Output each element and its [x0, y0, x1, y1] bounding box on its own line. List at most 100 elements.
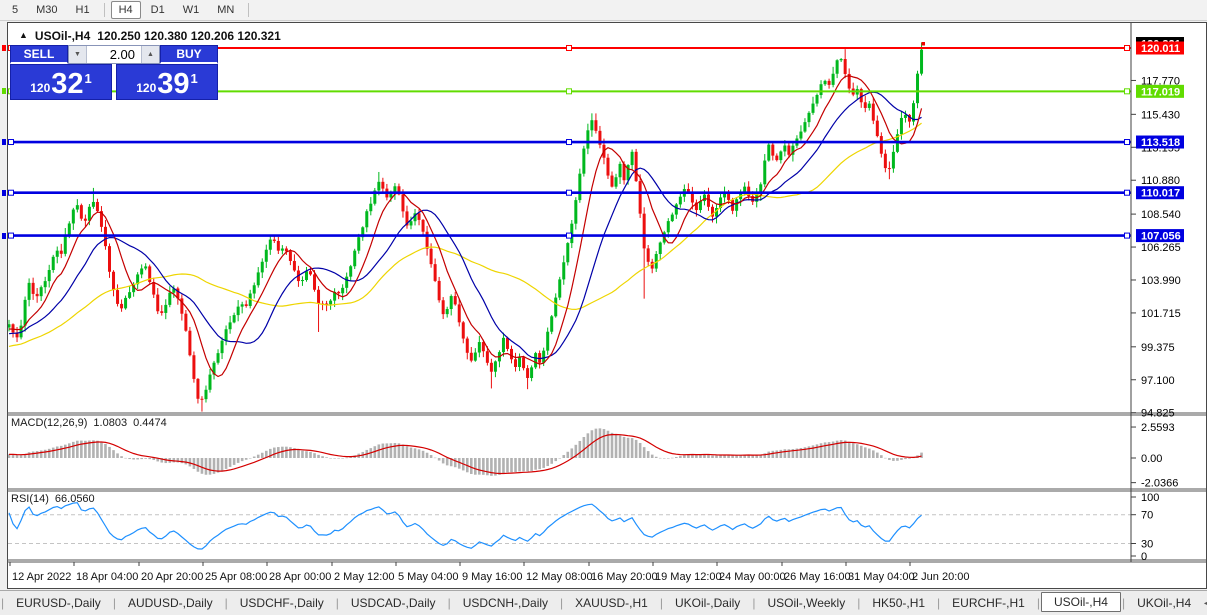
- tab-ukoil-daily[interactable]: UKOil-,Daily: [674, 596, 741, 610]
- sell-price-sup: 1: [84, 71, 92, 86]
- toolbar-separator: [248, 3, 250, 17]
- tab-separator: |: [857, 596, 861, 610]
- price-line-badge: 117.019: [1141, 86, 1180, 98]
- tab-eurusd-daily[interactable]: EURUSD-,Daily: [16, 596, 101, 610]
- chart-window: [7, 22, 1207, 589]
- timeframe-button-H1[interactable]: H1: [75, 4, 90, 16]
- date-label: 25 Apr 08:00: [205, 571, 267, 583]
- line-handle[interactable]: [566, 232, 572, 239]
- timeframe-button-D1[interactable]: D1: [150, 4, 165, 16]
- line-handle[interactable]: [1124, 189, 1130, 196]
- date-label: 12 May 08:00: [526, 571, 593, 583]
- line-handle[interactable]: [566, 45, 572, 51]
- line-edge-marker: [2, 232, 6, 239]
- volume-input[interactable]: 2.00: [109, 47, 135, 62]
- timeframe-bar: 5 M30 H1 H4 D1 W1 MN: [3, 1, 254, 19]
- timeframe-button-5[interactable]: 5: [12, 4, 19, 16]
- date-label: 20 Apr 20:00: [141, 571, 203, 583]
- tab-separator: |: [112, 596, 116, 610]
- tab-scroll-left-icon[interactable]: ◄: [1202, 598, 1207, 608]
- tab-usoil-weekly[interactable]: USOil-,Weekly: [767, 596, 846, 610]
- volume-up-icon[interactable]: ▲: [141, 46, 159, 63]
- date-label: 24 May 00:00: [719, 571, 786, 583]
- rsi-label: RSI(14): [11, 493, 49, 505]
- price-line-badge: 120.011: [1141, 43, 1180, 55]
- buy-button[interactable]: BUY: [160, 45, 218, 64]
- line-handle[interactable]: [1124, 139, 1130, 146]
- buy-price-button[interactable]: 120 39 1: [116, 64, 218, 100]
- macd-axis-label: 0.00: [1141, 453, 1162, 465]
- line-handle[interactable]: [1124, 45, 1130, 51]
- chart-title-row: ▲ USOil-,H4 120.250 120.380 120.206 120.…: [19, 29, 281, 43]
- date-label: 5 May 04:00: [398, 571, 459, 583]
- rsi-axis-label: 100: [1141, 492, 1159, 504]
- macd-label: MACD(12,26,9): [11, 417, 88, 429]
- tab-usoil-h4[interactable]: USOil-,H4: [1040, 592, 1121, 612]
- timeframe-button-H4[interactable]: H4: [110, 1, 141, 19]
- buy-price-small: 120: [136, 81, 157, 95]
- tab-audusd-daily[interactable]: AUDUSD-,Daily: [127, 596, 213, 610]
- date-label: 9 May 16:00: [462, 571, 523, 583]
- tab-separator: |: [224, 596, 228, 610]
- collapse-triangle-icon[interactable]: ▲: [19, 30, 28, 40]
- sell-button[interactable]: SELL: [10, 45, 68, 64]
- tab-ukoil-h4[interactable]: UKOil-,H4: [1137, 596, 1192, 610]
- line-edge-marker: [2, 139, 6, 146]
- sell-price-big: 32: [51, 68, 84, 101]
- line-handle[interactable]: [566, 88, 572, 95]
- tab-separator: |: [335, 596, 339, 610]
- price-line-badge: 107.056: [1141, 231, 1181, 243]
- candles-layer: [8, 42, 925, 412]
- line-handle[interactable]: [8, 189, 14, 196]
- sell-price-small: 120: [30, 81, 51, 95]
- macd-label-row: MACD(12,26,9) 1.0803 0.4474: [11, 417, 167, 429]
- volume-down-icon[interactable]: ▼: [69, 46, 87, 63]
- line-handle[interactable]: [8, 139, 14, 146]
- rsi-axis-label: 0: [1141, 551, 1147, 563]
- price-tick-label: 115.430: [1141, 109, 1180, 121]
- macd-value-1: 1.0803: [93, 417, 128, 429]
- timeframe-button-W1[interactable]: W1: [182, 4, 200, 16]
- tab-xauusd-h1[interactable]: XAUUSD-,H1: [575, 596, 648, 610]
- date-label: 31 May 04:00: [848, 571, 915, 583]
- tab-eurchf-h1[interactable]: EURCHF-,H1: [952, 596, 1025, 610]
- price-axis: 117.770115.430113.155110.880108.540106.2…: [1131, 37, 1184, 563]
- date-axis: 12 Apr 2022 18 Apr 04:00 20 Apr 20:00 25 Ap…: [9, 562, 970, 583]
- price-tick-label: 94.825: [1141, 408, 1175, 420]
- line-handle[interactable]: [8, 232, 14, 239]
- tab-separator: |: [1036, 596, 1040, 610]
- date-label: 18 Apr 04:00: [76, 571, 138, 583]
- price-tick-label: 108.540: [1141, 209, 1181, 221]
- sell-price-button[interactable]: 120 32 1: [10, 64, 112, 100]
- line-edge-marker: [2, 45, 6, 51]
- price-tick-label: 101.715: [1141, 308, 1181, 320]
- date-label: 19 May 12:00: [655, 571, 722, 583]
- line-handle[interactable]: [566, 139, 572, 146]
- price-tick-label: 97.100: [1141, 375, 1175, 387]
- price-tick-label: 117.770: [1141, 75, 1180, 87]
- line-handle[interactable]: [566, 189, 572, 196]
- one-click-trade-panel: SELL ▼ 2.00 ▲ BUY 120 32 1 120 39 1: [10, 45, 218, 100]
- chart-plot-area[interactable]: 117.770115.430113.155110.880108.540106.2…: [7, 22, 1206, 588]
- tab-usdcnh-daily[interactable]: USDCNH-,Daily: [462, 596, 549, 610]
- timeframe-toolbar: 5 M30 H1 H4 D1 W1 MN: [0, 0, 1207, 21]
- price-line-badge: 110.017: [1141, 188, 1180, 200]
- price-tick-label: 103.990: [1141, 275, 1181, 287]
- moving-averages-layer: [8, 75, 923, 378]
- tab-usdcad-daily[interactable]: USDCAD-,Daily: [350, 596, 436, 610]
- date-label: 2 May 12:00: [334, 571, 395, 583]
- buy-price-big: 39: [157, 68, 190, 101]
- date-label: 2 Jun 20:00: [912, 571, 970, 583]
- tab-separator: |: [560, 596, 564, 610]
- symbol-tab-bar: | EURUSD-,Daily | AUDUSD-,Daily | USDCHF-,Da…: [0, 590, 1207, 615]
- timeframe-button-MN[interactable]: MN: [217, 4, 235, 16]
- rsi-axis-label: 30: [1141, 539, 1153, 551]
- tab-separator: |: [659, 596, 663, 610]
- line-edge-marker: [2, 189, 6, 196]
- line-handle[interactable]: [1124, 232, 1130, 239]
- timeframe-button-M30[interactable]: M30: [36, 4, 58, 16]
- tab-hk50-h1[interactable]: HK50-,H1: [872, 596, 926, 610]
- line-handle[interactable]: [1124, 88, 1130, 95]
- tab-usdchf-daily[interactable]: USDCHF-,Daily: [239, 596, 324, 610]
- line-edge-marker: [2, 88, 6, 95]
